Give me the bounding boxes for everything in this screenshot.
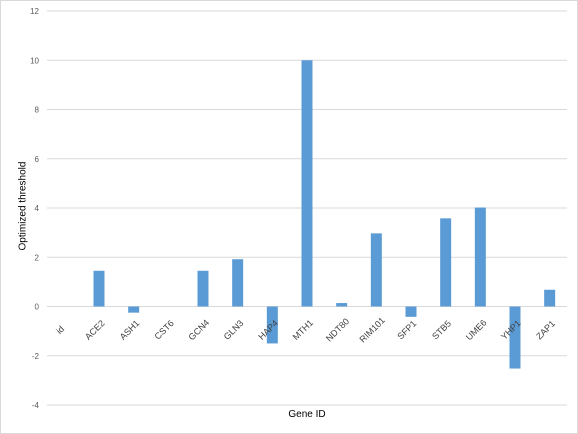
x-category-label: GLN3	[222, 318, 246, 342]
x-axis-category-labels: id ACE2 ASH1 CST6 GCN4 GLN3 HAP4 MTH1 NDT80 RIM10…	[54, 315, 557, 344]
y-tick-label: 6	[35, 155, 40, 164]
x-category-label: STB5	[430, 318, 453, 341]
bar-zap1	[544, 289, 556, 307]
bar-yhp1	[509, 306, 521, 369]
bar-hap4	[266, 306, 278, 344]
y-tick-label: 0	[35, 303, 40, 312]
x-category-label: RIM101	[358, 315, 387, 344]
bar-ndt80	[336, 303, 348, 307]
x-category-label: SFP1	[395, 318, 418, 341]
y-tick-label: 12	[30, 7, 39, 16]
bar-ace2	[93, 270, 105, 307]
y-axis-title: Optimized threshold	[18, 162, 29, 251]
bar-ume6	[474, 207, 486, 307]
bar-ash1	[128, 306, 140, 313]
y-tick-label: 10	[30, 56, 39, 65]
bar-series	[93, 60, 556, 369]
bar-gln3	[232, 259, 244, 307]
x-category-label: ASH1	[118, 318, 142, 342]
x-category-label: id	[54, 324, 66, 336]
bar-sfp1	[405, 306, 417, 317]
x-category-label: MTH1	[291, 318, 315, 342]
y-axis-tick-labels: -4 -2 0 2 4 6 8 10 12	[30, 7, 39, 410]
y-tick-label: -2	[32, 352, 40, 361]
bar-mth1	[301, 60, 313, 307]
x-category-label: GCN4	[186, 317, 211, 342]
x-category-label: CST6	[153, 318, 176, 341]
x-category-label: UME6	[464, 317, 489, 342]
x-category-label: NDT80	[324, 316, 351, 343]
y-tick-label: 2	[35, 253, 40, 262]
y-tick-label: 8	[35, 106, 40, 115]
bar-stb5	[440, 218, 452, 307]
x-category-label: ZAP1	[534, 318, 557, 341]
bar-rim101	[370, 233, 382, 307]
x-axis-title: Gene ID	[288, 409, 325, 420]
x-category-label: ACE2	[83, 318, 107, 342]
y-tick-label: 4	[35, 204, 40, 213]
y-tick-label: -4	[32, 401, 40, 410]
bar-gcn4	[197, 270, 209, 307]
